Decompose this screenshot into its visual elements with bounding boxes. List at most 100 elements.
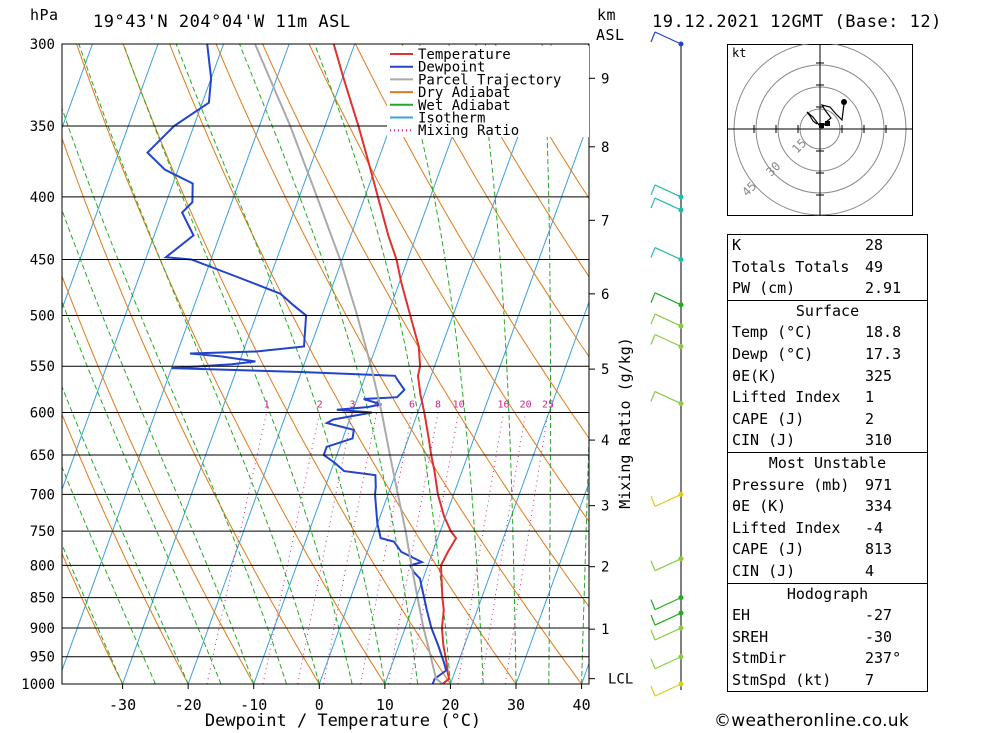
isotherm-line	[0, 44, 27, 684]
km-tick-label: 7	[601, 213, 609, 229]
hodograph-row: SREH -30	[732, 627, 893, 646]
wet-adiabat-line	[122, 44, 353, 684]
isotherm-line	[187, 44, 421, 684]
surface-title: Surface	[795, 301, 860, 320]
wet-adiabat-line	[239, 44, 419, 684]
wet-adiabat-line	[62, 543, 124, 684]
wind-barb-flag	[650, 247, 656, 258]
isotherm-line	[384, 119, 589, 684]
pressure-tick-label: 850	[30, 591, 55, 607]
wet-adiabat-line	[396, 44, 484, 684]
surface-section: Surface Temp (°C) 18.8 Dewp (°C) 17.3 θE(K…	[728, 299, 927, 452]
most-unstable-title: Most Unstable	[768, 453, 887, 472]
index-row-totals: Totals Totals 49	[732, 257, 884, 276]
wind-barb-flag	[650, 313, 656, 325]
most-unstable-row: Pressure (mb) 971	[732, 475, 893, 494]
wind-barb-flag	[650, 614, 656, 626]
wind-barb	[654, 31, 682, 45]
temperature-tick-label: -30	[109, 696, 136, 714]
surface-row: Lifted Index 1	[732, 388, 875, 407]
wind-barb	[654, 184, 682, 198]
surface-row: θE(K) 325	[732, 366, 893, 385]
hodograph-panel: kt 15 30 45	[727, 44, 913, 216]
pressure-tick-label: 1000	[21, 677, 55, 693]
km-tick-label: 8	[601, 140, 609, 156]
legend-label: Isotherm	[418, 111, 485, 127]
surface-row: Dewp (°C) 17.3	[732, 344, 902, 363]
temperature-tick-label: 30	[507, 696, 525, 714]
hpa-unit-label: hPa	[30, 6, 59, 24]
pressure-tick-label: 700	[30, 487, 55, 503]
wind-barb-flag	[650, 599, 656, 610]
km-tick-label: 4	[601, 433, 609, 449]
temperature-tick-label: 0	[315, 696, 324, 714]
wind-barb-flag	[650, 334, 656, 345]
km-tick-label: LCL	[608, 672, 633, 688]
temperature-tick-label: 40	[573, 696, 591, 714]
dry-adiabat-line	[448, 44, 589, 278]
most-unstable-row: CAPE (J) 813	[732, 540, 893, 559]
km-unit-label: km	[597, 6, 617, 24]
wind-barb-flag	[650, 496, 656, 507]
wind-barb	[654, 246, 682, 261]
wind-barb-flag	[650, 197, 656, 209]
dewpoint-line	[146, 44, 448, 684]
isotherm-line	[62, 44, 159, 311]
temperature-tick-label: -10	[240, 696, 267, 714]
wind-barb	[654, 683, 682, 697]
km-tick-label: 1	[601, 622, 609, 638]
mixing-ratio-label: 8	[435, 399, 441, 410]
dry-adiabat-line	[960, 44, 1000, 684]
hodograph-unit: kt	[732, 46, 746, 60]
x-axis-label: Dewpoint / Temperature (°C)	[205, 711, 481, 731]
hodograph-section: Hodograph EH -27 SREH -30 StmDir 237° StmSp…	[728, 582, 927, 692]
dry-adiabat-line	[122, 44, 451, 684]
wet-adiabat-line	[581, 423, 589, 684]
wind-barb	[654, 597, 682, 611]
location-title: 19°43'N 204°04'W 11m ASL	[93, 12, 351, 32]
isotherm-line	[449, 300, 589, 684]
wet-adiabat-line	[314, 44, 451, 684]
wind-barb-flag	[650, 292, 656, 304]
legend-label: Mixing Ratio	[418, 123, 519, 139]
dry-adiabat-line	[401, 44, 589, 358]
wind-barb-flag	[650, 658, 656, 669]
legend-label: Dry Adiabat	[418, 85, 511, 101]
wind-barb	[654, 493, 682, 507]
wind-barb-flag	[650, 31, 656, 43]
index-row-k: K 28	[732, 236, 884, 254]
isotherm-line	[318, 44, 552, 684]
isotherm-line	[62, 44, 225, 491]
most-unstable-section: Most Unstable Pressure (mb) 971 θE (K) 334…	[728, 451, 927, 583]
indices-table: K 28 Totals Totals 49 PW (cm) 2.91 Surface …	[727, 234, 928, 693]
temperature-line	[332, 44, 458, 684]
wind-barb	[654, 558, 682, 572]
wind-barb	[654, 390, 682, 405]
pressure-tick-label: 750	[30, 524, 55, 540]
hodograph-title: Hodograph	[786, 584, 869, 603]
km-tick-label: 9	[601, 71, 609, 87]
datetime-title: 19.12.2021 12GMT (Base: 12)	[652, 12, 942, 32]
pressure-tick-label: 350	[30, 119, 55, 135]
mixing-ratio-axis-label: Mixing Ratio (g/kg)	[616, 337, 634, 509]
wet-adiabat-line	[475, 44, 517, 684]
mixing-ratio-line	[206, 412, 268, 684]
wind-barb-flag	[650, 685, 656, 697]
pressure-tick-label: 900	[30, 621, 55, 637]
copyright-link[interactable]: ©weatheronline.co.uk	[714, 711, 910, 731]
wind-barb-flag	[650, 629, 656, 641]
wind-barb-flag	[650, 560, 656, 571]
pressure-tick-label: 450	[30, 253, 55, 269]
wet-adiabat-line	[78, 44, 320, 684]
temperature-tick-label: 20	[441, 696, 459, 714]
parcel-trajectory-line	[254, 44, 444, 684]
wind-barb	[654, 333, 682, 348]
asl-unit-label: ASL	[596, 26, 625, 44]
wind-barb-column	[650, 31, 684, 697]
wind-barb	[654, 612, 682, 626]
dry-adiabat-line	[355, 44, 589, 440]
km-tick-label: 6	[601, 287, 609, 303]
legend-label: Wet Adiabat	[418, 98, 511, 114]
isotherm-line	[62, 44, 290, 672]
